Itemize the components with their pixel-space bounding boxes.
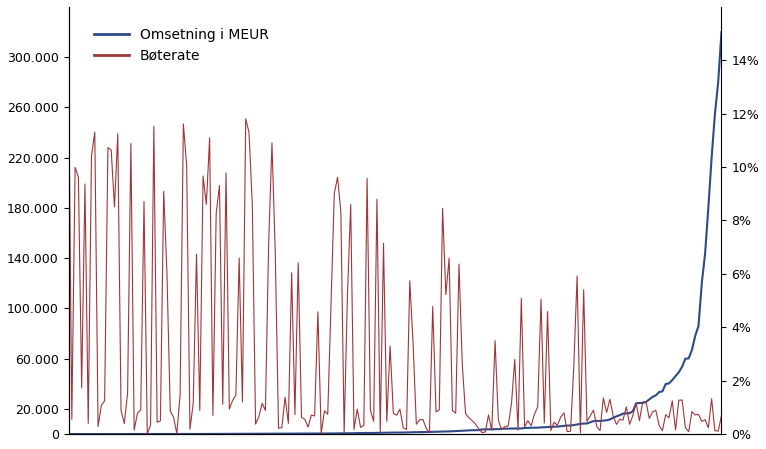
Legend: Omsetning i MEUR, Bøterate: Omsetning i MEUR, Bøterate <box>89 22 274 69</box>
